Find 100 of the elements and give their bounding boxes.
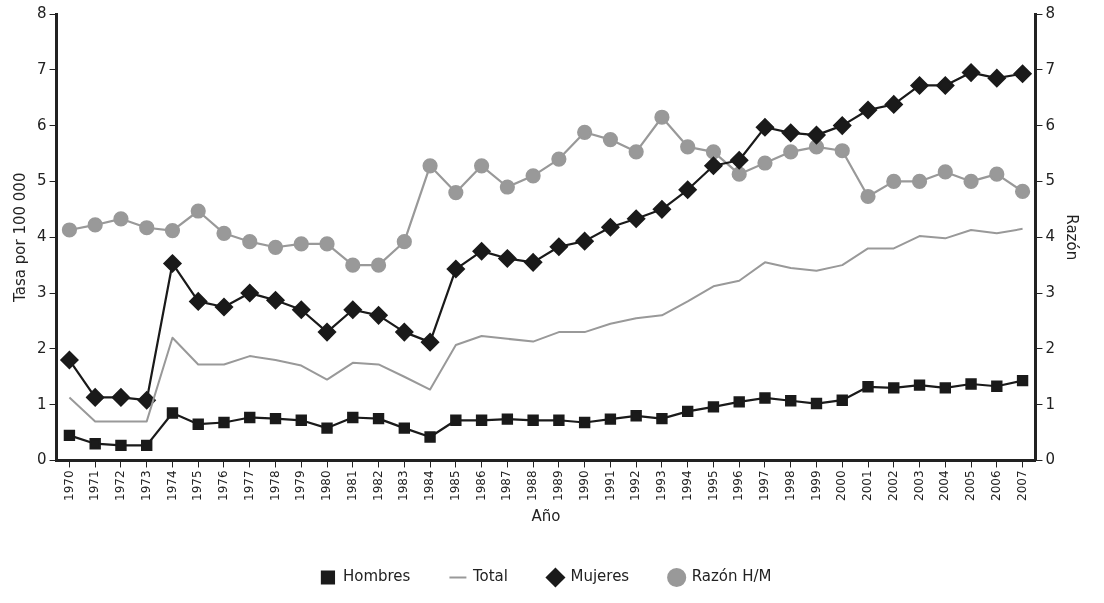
point: [704, 156, 723, 175]
point: [293, 236, 309, 252]
point: [807, 126, 826, 145]
y-tick-label: 7: [37, 59, 47, 78]
point: [269, 412, 282, 425]
point: [834, 143, 850, 159]
point: [395, 323, 414, 342]
y-tick-label: 2: [37, 338, 47, 357]
x-tick-label: 1978: [267, 470, 282, 502]
point: [89, 438, 101, 450]
point: [578, 416, 591, 429]
point: [707, 401, 720, 413]
point: [319, 236, 335, 252]
point: [577, 124, 593, 140]
point: [524, 253, 543, 272]
point: [164, 222, 181, 239]
point: [189, 292, 208, 311]
point: [884, 95, 903, 114]
x-tick-label: 1998: [782, 470, 797, 502]
x-tick-label: 1992: [628, 470, 643, 502]
point: [141, 439, 153, 452]
x-tick-label: 1999: [808, 470, 823, 502]
x-tick-label: 2003: [911, 470, 926, 502]
point: [317, 323, 337, 342]
x-tick-label: 1970: [61, 470, 76, 502]
y2-tick-label: 6: [1045, 115, 1055, 134]
x-tick-label: 2007: [1014, 470, 1029, 502]
y2-tick-label: 2: [1045, 338, 1055, 357]
point: [266, 291, 285, 310]
point: [965, 378, 977, 390]
point: [601, 218, 620, 237]
point: [1016, 374, 1029, 387]
point: [242, 234, 258, 250]
point: [63, 429, 76, 442]
x-tick-label: 1985: [447, 470, 462, 502]
x-tick-label: 1977: [241, 470, 256, 502]
point: [913, 379, 926, 391]
point: [166, 407, 179, 419]
point: [369, 306, 388, 325]
x-tick-label: 1979: [293, 470, 308, 502]
point: [1014, 183, 1031, 200]
point: [936, 76, 955, 95]
point: [218, 416, 230, 429]
point: [137, 391, 156, 410]
point: [961, 63, 981, 82]
point: [446, 259, 465, 279]
legend-label: Mujeres: [570, 567, 630, 586]
point: [60, 350, 79, 370]
point: [604, 413, 617, 425]
y2-tick-label: 0: [1045, 450, 1055, 469]
point: [61, 222, 78, 238]
legend-label: Total: [471, 567, 508, 586]
point: [420, 333, 440, 352]
point: [267, 239, 284, 255]
point: [398, 422, 411, 434]
x-tick-label: 1976: [216, 470, 231, 502]
point: [396, 234, 412, 250]
point: [551, 151, 567, 167]
point: [627, 209, 646, 228]
y2-tick-label: 5: [1045, 171, 1055, 190]
point: [86, 388, 105, 407]
x-tick-label: 1994: [679, 470, 694, 502]
point: [163, 254, 182, 273]
legend-label: Hombres: [342, 567, 411, 586]
x-tick-label: 2002: [885, 470, 900, 502]
point: [448, 184, 464, 201]
point: [656, 412, 668, 425]
point: [989, 166, 1005, 182]
point: [527, 414, 539, 426]
point: [192, 418, 204, 430]
y-tick-label: 1: [37, 394, 47, 413]
point: [755, 118, 775, 137]
point: [216, 225, 232, 241]
x-tick-label: 1987: [499, 470, 514, 502]
y-axis-title: Tasa por 100 000: [10, 172, 29, 303]
point: [785, 395, 797, 407]
point: [810, 397, 823, 410]
point: [424, 431, 436, 443]
y2-tick-label: 7: [1045, 59, 1055, 78]
x-tick-label: 2004: [937, 470, 952, 502]
point: [501, 413, 514, 425]
x-tick-label: 1973: [138, 470, 153, 502]
point: [911, 173, 928, 190]
x-tick-label: 1991: [602, 470, 617, 502]
x-tick-label: 2001: [860, 470, 875, 502]
point: [910, 76, 929, 95]
point: [991, 380, 1003, 392]
point: [937, 164, 953, 180]
point: [602, 131, 618, 148]
point: [858, 100, 878, 120]
x-tick-label: 1990: [576, 470, 591, 502]
point: [888, 382, 900, 394]
point: [475, 414, 488, 426]
point: [472, 242, 491, 261]
point: [240, 283, 259, 303]
point: [347, 411, 359, 424]
point: [450, 414, 462, 426]
point: [292, 300, 311, 319]
y-tick-label: 5: [37, 171, 47, 190]
x-tick-label: 2005: [963, 470, 978, 502]
